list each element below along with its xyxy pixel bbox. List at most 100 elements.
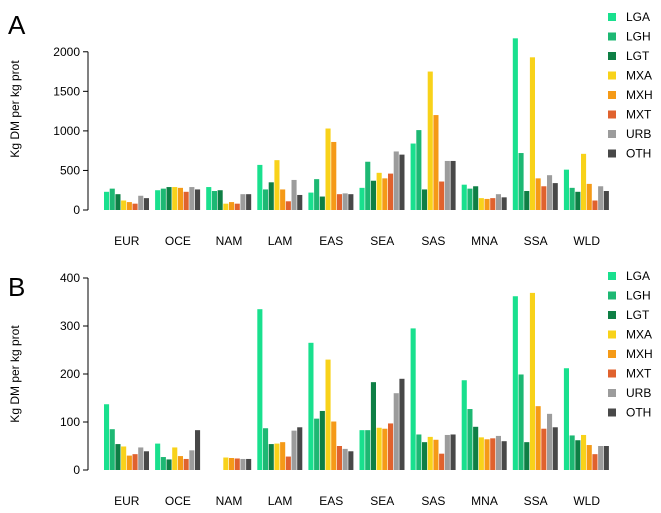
bar-mxt-sea bbox=[388, 173, 394, 210]
legend-swatch-lgh bbox=[608, 32, 616, 41]
bar-urb-wld bbox=[598, 186, 604, 210]
bar-mxa-ssa bbox=[529, 292, 535, 470]
x-tick-label: MNA bbox=[471, 234, 498, 248]
panel-b-x-tick-labels: EUR OCE NAM LAM EAS SEA SAS MNA SSA WLD bbox=[114, 494, 600, 508]
bar-mxt-eas bbox=[336, 446, 342, 470]
bar-oth-sea bbox=[399, 154, 405, 210]
bar-mxt-wld bbox=[592, 200, 598, 210]
bar-mxa-oce bbox=[172, 187, 178, 210]
bar-mxt-nam bbox=[234, 458, 240, 470]
bar-oth-wld bbox=[603, 446, 609, 470]
bar-lga-oce bbox=[155, 190, 161, 210]
bar-mxa-lam bbox=[274, 160, 280, 210]
bar-urb-ssa bbox=[547, 413, 553, 470]
bar-lgh-sas bbox=[416, 130, 422, 210]
bar-urb-lam bbox=[291, 430, 297, 470]
bar-mxt-mna bbox=[490, 198, 496, 210]
x-tick-label: SSA bbox=[524, 494, 548, 508]
bar-lgt-eur bbox=[115, 194, 121, 210]
bar-mxt-eur bbox=[132, 203, 138, 210]
bar-lgt-sea bbox=[370, 180, 376, 210]
y-tick-label: 0 bbox=[73, 203, 80, 217]
y-tick-label: 200 bbox=[60, 367, 80, 381]
panel-a-x-tick-labels: EUR OCE NAM LAM EAS SEA SAS MNA SSA WLD bbox=[114, 234, 600, 248]
bar-mxh-lam bbox=[280, 442, 286, 470]
bar-lga-eur bbox=[104, 404, 110, 470]
panel-a-label: A bbox=[8, 10, 26, 40]
bar-lgh-oce bbox=[160, 188, 166, 210]
bar-mxa-eur bbox=[121, 200, 127, 210]
x-tick-label: SEA bbox=[370, 494, 394, 508]
panel-b-legend: LGA LGH LGT MXA MXH MXT URB OTH bbox=[608, 269, 653, 420]
legend-label-lgh: LGH bbox=[626, 289, 651, 303]
x-tick-label: MNA bbox=[471, 494, 498, 508]
bar-oth-wld bbox=[603, 191, 609, 210]
bar-urb-sas bbox=[444, 434, 450, 470]
bar-lgh-mna bbox=[467, 409, 473, 470]
bar-mxt-eur bbox=[132, 454, 138, 470]
bar-lgt-ssa bbox=[524, 191, 530, 210]
bar-oth-oce bbox=[195, 430, 201, 470]
legend-label-mxa: MXA bbox=[626, 69, 652, 83]
x-tick-label: SAS bbox=[421, 234, 445, 248]
bar-lga-wld bbox=[563, 368, 569, 470]
bar-urb-ssa bbox=[547, 175, 553, 210]
panel-b-bars bbox=[104, 292, 609, 470]
x-tick-label: SAS bbox=[421, 494, 445, 508]
legend-label-urb: URB bbox=[626, 127, 651, 141]
bar-lgt-ssa bbox=[524, 442, 530, 470]
legend-label-oth: OTH bbox=[626, 406, 651, 420]
bar-mxh-nam bbox=[229, 458, 235, 470]
bar-mxa-eas bbox=[325, 128, 331, 210]
bar-mxh-ssa bbox=[535, 406, 541, 470]
x-tick-label: LAM bbox=[268, 234, 293, 248]
bar-lga-lam bbox=[257, 164, 263, 210]
bar-mxa-sea bbox=[376, 172, 382, 210]
bar-oth-nam bbox=[246, 194, 252, 210]
bar-lgt-mna bbox=[473, 186, 479, 210]
bar-lga-eas bbox=[308, 342, 314, 470]
y-tick-label: 300 bbox=[60, 319, 80, 333]
bar-lga-sas bbox=[410, 143, 416, 210]
x-tick-label: SSA bbox=[524, 234, 548, 248]
bar-lga-eas bbox=[308, 192, 314, 210]
bar-mxa-mna bbox=[478, 437, 484, 470]
y-tick-label: 2000 bbox=[53, 45, 80, 59]
bar-urb-eur bbox=[138, 195, 144, 210]
bar-lga-sas bbox=[410, 328, 416, 470]
legend-swatch-lga bbox=[608, 272, 616, 280]
legend-label-lga: LGA bbox=[626, 269, 650, 283]
bar-mxt-lam bbox=[285, 456, 291, 470]
bar-mxh-wld bbox=[586, 183, 592, 210]
x-tick-label: EUR bbox=[114, 494, 140, 508]
bar-oth-sas bbox=[450, 160, 456, 210]
x-tick-label: OCE bbox=[165, 494, 191, 508]
panel-a-legend: LGA LGH LGT MXA MXH MXT URB OTH bbox=[608, 10, 653, 161]
bar-mxa-oce bbox=[172, 447, 178, 470]
bar-mxt-oce bbox=[183, 458, 189, 470]
bar-lgh-ssa bbox=[518, 153, 524, 210]
bar-mxa-nam bbox=[223, 457, 229, 470]
legend-label-urb: URB bbox=[626, 386, 651, 400]
bar-lga-ssa bbox=[512, 38, 518, 210]
x-tick-label: NAM bbox=[216, 494, 243, 508]
bar-mxh-sea bbox=[382, 428, 388, 470]
bar-lga-mna bbox=[461, 380, 467, 470]
bar-mxa-eas bbox=[325, 359, 331, 470]
bar-urb-mna bbox=[495, 194, 501, 210]
bar-lgh-wld bbox=[569, 187, 575, 210]
panel-a-axes: 0 500 1000 1500 2000 bbox=[53, 45, 89, 217]
bar-lga-eur bbox=[104, 191, 110, 210]
legend-swatch-lgt bbox=[608, 52, 616, 60]
bar-urb-wld bbox=[598, 446, 604, 470]
y-tick-label: 1500 bbox=[53, 84, 80, 98]
bar-mxa-nam bbox=[223, 203, 229, 210]
bar-lga-nam bbox=[206, 187, 212, 210]
panel-b-axes: 0 100 200 300 400 bbox=[60, 271, 89, 477]
bar-oth-eur bbox=[143, 451, 149, 470]
bar-mxa-sea bbox=[376, 427, 382, 470]
bar-mxt-nam bbox=[234, 203, 240, 210]
legend-swatch-lgt bbox=[608, 311, 616, 319]
panel-b-y-axis-label: Kg DM per kg prot bbox=[8, 325, 22, 423]
